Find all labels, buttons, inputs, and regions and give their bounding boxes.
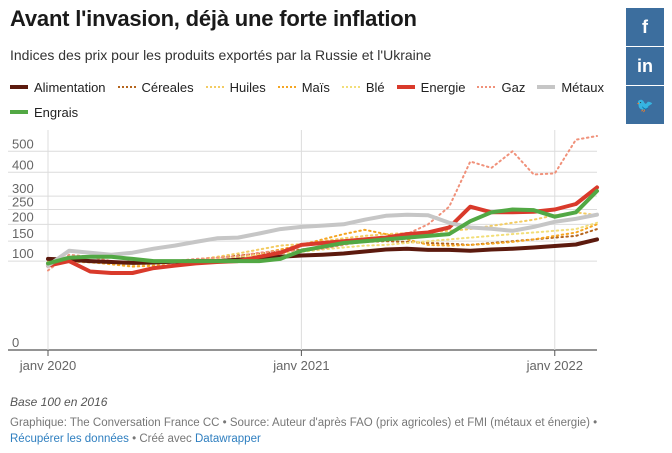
legend-swatch bbox=[277, 86, 296, 88]
made-with-text: • Créé avec bbox=[132, 433, 192, 445]
legend-label: Alimentation bbox=[34, 79, 106, 95]
legend-item-3: Maïs bbox=[277, 79, 330, 95]
download-data-link[interactable]: Récupérer les données bbox=[10, 433, 129, 445]
legend-item-5: Energie bbox=[396, 79, 466, 95]
y-tick-label: 500 bbox=[12, 136, 34, 151]
legend-item-8: Engrais bbox=[10, 104, 78, 120]
legend-swatch bbox=[396, 85, 415, 89]
series-line-alimentation bbox=[46, 237, 599, 265]
series-line-maïs bbox=[47, 223, 598, 268]
legend-item-6: Gaz bbox=[477, 79, 525, 95]
linkedin-share-button[interactable]: in bbox=[626, 47, 664, 85]
facebook-icon: f bbox=[642, 16, 648, 37]
legend-item-7: Métaux bbox=[537, 79, 604, 95]
legend-swatch bbox=[117, 86, 136, 88]
y-tick-label: 100 bbox=[12, 246, 34, 261]
y-tick-label: 300 bbox=[12, 181, 34, 196]
legend-swatch bbox=[341, 86, 360, 88]
legend-label: Engrais bbox=[34, 104, 79, 120]
linkedin-icon: in bbox=[637, 55, 653, 76]
legend-swatch bbox=[205, 86, 224, 88]
y-tick-label: 400 bbox=[12, 157, 34, 172]
chart-subtitle: Indices des prix pour les produits expor… bbox=[10, 47, 432, 63]
legend-label: Gaz bbox=[501, 79, 526, 95]
y-tick-label: 250 bbox=[12, 195, 34, 210]
twitter-share-button[interactable]: 🐦 bbox=[626, 86, 664, 124]
legend-item-4: Blé bbox=[341, 79, 385, 95]
series-line-engrais bbox=[46, 189, 599, 266]
legend-label: Blé bbox=[365, 79, 385, 95]
source-text: Graphique: The Conversation France CC • … bbox=[10, 417, 598, 429]
legend-item-2: Huiles bbox=[205, 79, 266, 95]
legend-swatch bbox=[537, 85, 556, 89]
legend-swatch bbox=[10, 85, 28, 89]
legend-label: Huiles bbox=[229, 79, 266, 95]
x-tick-label: janv 2022 bbox=[526, 358, 583, 373]
series-line-métaux bbox=[46, 212, 599, 268]
legend-swatch bbox=[477, 86, 496, 88]
datawrapper-link[interactable]: Datawrapper bbox=[194, 433, 261, 445]
legend-label: Céreales bbox=[141, 79, 194, 95]
base-note: Base 100 en 2016 bbox=[10, 395, 108, 409]
legend-swatch bbox=[10, 110, 28, 114]
twitter-icon: 🐦 bbox=[636, 96, 654, 113]
legend-label: Maïs bbox=[301, 79, 330, 95]
y-tick-label: 0 bbox=[12, 335, 19, 350]
credits: Graphique: The Conversation France CC • … bbox=[10, 415, 650, 447]
x-tick-label: janv 2021 bbox=[272, 358, 329, 373]
chart-title: Avant l'invasion, déjà une forte inflati… bbox=[10, 6, 417, 31]
legend-label: Energie bbox=[420, 79, 466, 95]
facebook-share-button[interactable]: f bbox=[626, 8, 664, 46]
y-tick-label: 150 bbox=[12, 226, 34, 241]
legend-label: Métaux bbox=[561, 79, 604, 95]
legend-item-0: Alimentation bbox=[10, 79, 106, 95]
legend-item-1: Céreales bbox=[117, 79, 194, 95]
chart-legend: Alimentation Céreales Huiles Maïs Blé Energie… bbox=[10, 79, 610, 120]
x-tick-label: janv 2020 bbox=[19, 358, 76, 373]
y-tick-label: 200 bbox=[12, 209, 34, 224]
